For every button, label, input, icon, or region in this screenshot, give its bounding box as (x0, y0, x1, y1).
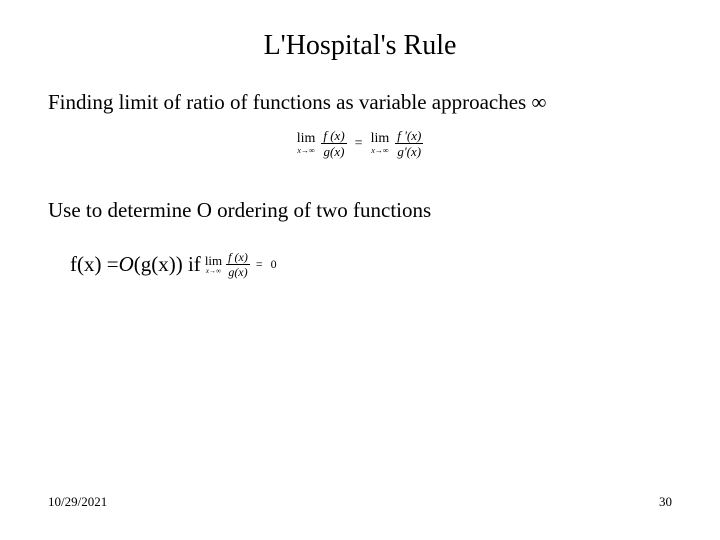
lim-subscript: x→∞ (297, 147, 314, 155)
frac-den-2: g'(x) (395, 144, 423, 158)
lim-subscript-3: x→∞ (206, 268, 221, 275)
equals-sign-2: = (254, 257, 265, 272)
limit-block-right: lim x→∞ (371, 132, 390, 155)
bigO-mid: (g(x)) if (134, 252, 201, 277)
frac-den-3: g(x) (226, 265, 249, 278)
equals-sign: = (353, 136, 365, 152)
bigO-limit-formula: lim x→∞ f (x) g(x) = 0 (205, 251, 279, 278)
lim-label-2: lim (371, 132, 390, 146)
fraction-fg: f (x) g(x) (321, 129, 346, 158)
slide-title: L'Hospital's Rule (48, 30, 672, 62)
limit-block-left: lim x→∞ (297, 132, 316, 155)
slide: L'Hospital's Rule Finding limit of ratio… (0, 0, 720, 540)
fraction-inline: f (x) g(x) (226, 251, 250, 278)
lhospital-formula: lim x→∞ f (x) g(x) = lim x→∞ f '(x) g'(x… (48, 129, 672, 158)
bigO-line: f(x) = O(g(x)) if lim x→∞ f (x) g(x) = 0 (70, 251, 672, 278)
footer-page-number: 30 (659, 494, 672, 510)
lim-label-3: lim (205, 254, 222, 267)
infinity-symbol: ∞ (531, 90, 546, 114)
frac-num-2: f '(x) (395, 129, 423, 144)
limit-block-inline: lim x→∞ (205, 254, 222, 275)
intro-line: Finding limit of ratio of functions as v… (48, 90, 672, 115)
lim-subscript-2: x→∞ (371, 147, 388, 155)
intro-text: Finding limit of ratio of functions as v… (48, 90, 531, 114)
use-line: Use to determine O ordering of two funct… (48, 198, 672, 223)
lim-label: lim (297, 132, 316, 146)
bigO-prefix: f(x) = (70, 252, 119, 277)
frac-num: f (x) (321, 129, 346, 144)
bigO-O: O (119, 252, 134, 277)
frac-den: g(x) (322, 144, 347, 158)
frac-num-3: f (x) (226, 251, 250, 265)
fraction-fpgp: f '(x) g'(x) (395, 129, 423, 158)
rhs-zero: 0 (269, 257, 279, 272)
footer-date: 10/29/2021 (48, 494, 107, 510)
